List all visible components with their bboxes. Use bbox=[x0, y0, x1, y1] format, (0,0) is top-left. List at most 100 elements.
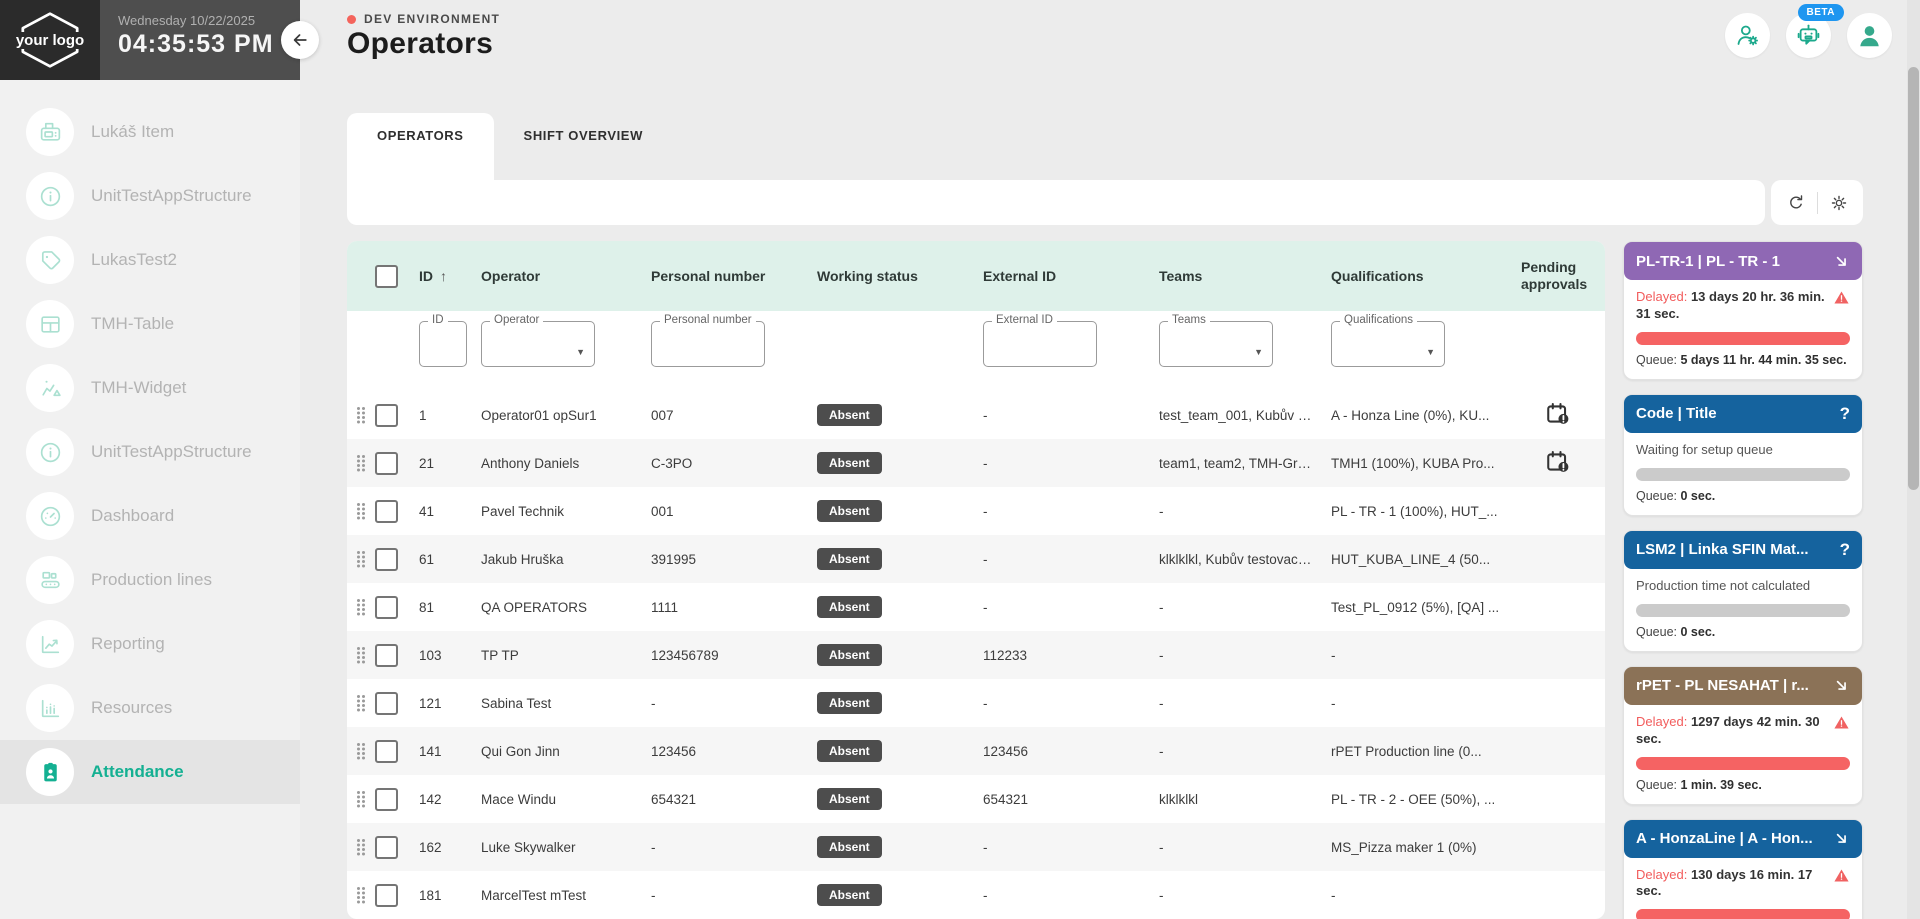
sidebar-item-production-lines[interactable]: Production lines bbox=[0, 548, 300, 612]
cell-working-status: Absent bbox=[817, 740, 983, 762]
card-header[interactable]: LSM2 | Linka SFIN Mat...? bbox=[1624, 531, 1862, 569]
open-card-icon[interactable] bbox=[1833, 830, 1850, 847]
personal-number-filter-input[interactable]: Personal number bbox=[651, 321, 765, 367]
open-card-icon[interactable] bbox=[1833, 677, 1850, 694]
sidebar-item-resources[interactable]: Resources bbox=[0, 676, 300, 740]
row-checkbox[interactable] bbox=[375, 596, 398, 619]
table-row[interactable]: 81QA OPERATORS1111Absent--Test_PL_0912 (… bbox=[347, 583, 1605, 631]
col-external-id[interactable]: External ID bbox=[983, 268, 1159, 285]
external-id-filter-input[interactable]: External ID bbox=[983, 321, 1097, 367]
sidebar-item-luk-item[interactable]: Lukáš Item bbox=[0, 100, 300, 164]
cell-qualifications: - bbox=[1331, 888, 1521, 903]
sidebar-item-tmh-table[interactable]: TMH-Table bbox=[0, 292, 300, 356]
row-checkbox[interactable] bbox=[375, 884, 398, 907]
cell-operator: Pavel Technik bbox=[481, 504, 651, 519]
production-line-card: rPET - PL NESAHAT | r...Delayed: 1297 da… bbox=[1623, 666, 1863, 805]
cell-personal-number: C-3PO bbox=[651, 456, 817, 471]
col-qualifications[interactable]: Qualifications bbox=[1331, 268, 1521, 285]
col-working-status[interactable]: Working status bbox=[817, 268, 983, 285]
drag-handle[interactable] bbox=[357, 695, 360, 698]
drag-handle[interactable] bbox=[357, 407, 360, 410]
scrollbar-thumb[interactable] bbox=[1908, 67, 1919, 490]
drag-handle[interactable] bbox=[357, 839, 360, 842]
col-personal-number[interactable]: Personal number bbox=[651, 268, 817, 285]
table-settings-button[interactable] bbox=[1818, 180, 1860, 225]
robot-chat-icon bbox=[1795, 22, 1822, 49]
drag-handle[interactable] bbox=[357, 503, 360, 506]
cell-qualifications: rPET Production line (0... bbox=[1331, 744, 1521, 759]
teams-filter-select[interactable]: Teams▼ bbox=[1159, 321, 1273, 367]
calendar-alert-icon[interactable] bbox=[1545, 401, 1571, 427]
id-filter-input[interactable]: ID bbox=[419, 321, 467, 367]
user-management-button[interactable] bbox=[1725, 13, 1770, 58]
drag-handle[interactable] bbox=[357, 599, 360, 602]
row-checkbox[interactable] bbox=[375, 452, 398, 475]
card-body: Waiting for setup queueQueue: 0 sec. bbox=[1624, 433, 1862, 515]
operator-filter-select[interactable]: Operator▼ bbox=[481, 321, 595, 367]
drag-handle[interactable] bbox=[357, 647, 360, 650]
sidebar-item-reporting[interactable]: Reporting bbox=[0, 612, 300, 676]
table-row[interactable]: 1Operator01 opSur1007Absent-test_team_00… bbox=[347, 391, 1605, 439]
drag-handle[interactable] bbox=[357, 551, 360, 554]
table-row[interactable]: 181MarcelTest mTest-Absent--- bbox=[347, 871, 1605, 919]
row-checkbox[interactable] bbox=[375, 404, 398, 427]
row-checkbox[interactable] bbox=[375, 740, 398, 763]
card-header[interactable]: rPET - PL NESAHAT | r... bbox=[1624, 667, 1862, 705]
row-checkbox[interactable] bbox=[375, 500, 398, 523]
table-row[interactable]: 121Sabina Test-Absent--- bbox=[347, 679, 1605, 727]
profile-button[interactable] bbox=[1847, 13, 1892, 58]
card-header[interactable]: Code | Title? bbox=[1624, 395, 1862, 433]
row-checkbox[interactable] bbox=[375, 692, 398, 715]
cell-id: 181 bbox=[419, 888, 481, 903]
table-row[interactable]: 103TP TP123456789Absent112233-- bbox=[347, 631, 1605, 679]
sidebar-item-lukastest2[interactable]: LukasTest2 bbox=[0, 228, 300, 292]
qualifications-filter-select[interactable]: Qualifications▼ bbox=[1331, 321, 1445, 367]
cell-operator: QA OPERATORS bbox=[481, 600, 651, 615]
tab-shift-overview[interactable]: SHIFT OVERVIEW bbox=[494, 113, 673, 180]
col-teams[interactable]: Teams bbox=[1159, 268, 1331, 285]
table-row[interactable]: 61Jakub Hruška391995Absent-klklklkl, Kub… bbox=[347, 535, 1605, 583]
select-all-checkbox[interactable] bbox=[375, 265, 398, 288]
filter-row: ID Operator▼ Personal number External ID… bbox=[347, 311, 1605, 377]
cell-operator: Anthony Daniels bbox=[481, 456, 651, 471]
col-pending-approvals[interactable]: Pending approvals bbox=[1521, 259, 1605, 293]
drag-handle[interactable] bbox=[357, 887, 360, 890]
row-checkbox[interactable] bbox=[375, 836, 398, 859]
sidebar-item-unittestappstructure[interactable]: UnitTestAppStructure bbox=[0, 420, 300, 484]
row-checkbox[interactable] bbox=[375, 788, 398, 811]
table-row[interactable]: 141Qui Gon Jinn123456Absent123456-rPET P… bbox=[347, 727, 1605, 775]
card-header[interactable]: A - HonzaLine | A - Hon... bbox=[1624, 820, 1862, 858]
search-input[interactable] bbox=[363, 194, 1749, 212]
tab-operators[interactable]: OPERATORS bbox=[347, 113, 494, 180]
table-row[interactable]: 142Mace Windu654321Absent654321klklklklP… bbox=[347, 775, 1605, 823]
drag-handle[interactable] bbox=[357, 791, 360, 794]
progress-bar bbox=[1636, 332, 1850, 345]
row-checkbox[interactable] bbox=[375, 644, 398, 667]
cell-working-status: Absent bbox=[817, 500, 983, 522]
sidebar-item-dashboard[interactable]: Dashboard bbox=[0, 484, 300, 548]
assistant-button[interactable]: BETA bbox=[1786, 13, 1831, 58]
table-row[interactable]: 21Anthony DanielsC-3POAbsent-team1, team… bbox=[347, 439, 1605, 487]
drag-handle[interactable] bbox=[357, 455, 360, 458]
refresh-button[interactable] bbox=[1775, 180, 1817, 225]
cell-external-id: 112233 bbox=[983, 648, 1159, 663]
help-icon[interactable]: ? bbox=[1840, 540, 1850, 560]
cell-external-id: - bbox=[983, 600, 1159, 615]
drag-handle[interactable] bbox=[357, 743, 360, 746]
help-icon[interactable]: ? bbox=[1840, 404, 1850, 424]
env-label: DEV ENVIRONMENT bbox=[364, 12, 500, 26]
table-row[interactable]: 162Luke Skywalker-Absent--MS_Pizza maker… bbox=[347, 823, 1605, 871]
sidebar-item-unittestappstructure[interactable]: UnitTestAppStructure bbox=[0, 164, 300, 228]
sidebar-item-attendance[interactable]: Attendance bbox=[0, 740, 300, 804]
back-button[interactable] bbox=[281, 21, 319, 59]
col-operator[interactable]: Operator bbox=[481, 268, 651, 285]
status-badge: Absent bbox=[817, 548, 882, 570]
sidebar-item-tmh-widget[interactable]: TMH-Widget bbox=[0, 356, 300, 420]
row-checkbox[interactable] bbox=[375, 548, 398, 571]
calendar-alert-icon[interactable] bbox=[1545, 449, 1571, 475]
table-row[interactable]: 41Pavel Technik001Absent--PL - TR - 1 (1… bbox=[347, 487, 1605, 535]
cell-external-id: - bbox=[983, 696, 1159, 711]
open-card-icon[interactable] bbox=[1833, 253, 1850, 270]
col-id[interactable]: ID ↑ bbox=[419, 268, 481, 285]
card-header[interactable]: PL-TR-1 | PL - TR - 1 bbox=[1624, 242, 1862, 280]
